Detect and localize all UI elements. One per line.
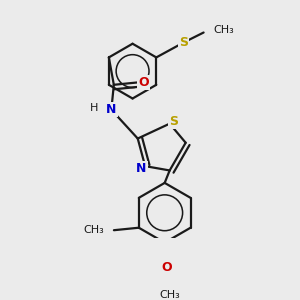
Text: H: H bbox=[90, 103, 98, 113]
Text: CH₃: CH₃ bbox=[214, 25, 234, 35]
Text: S: S bbox=[179, 36, 188, 49]
Text: N: N bbox=[136, 162, 147, 175]
Text: CH₃: CH₃ bbox=[83, 225, 104, 235]
Text: CH₃: CH₃ bbox=[159, 290, 180, 300]
Text: O: O bbox=[138, 76, 149, 89]
Text: O: O bbox=[162, 261, 172, 274]
Text: S: S bbox=[169, 115, 178, 128]
Text: N: N bbox=[106, 103, 116, 116]
